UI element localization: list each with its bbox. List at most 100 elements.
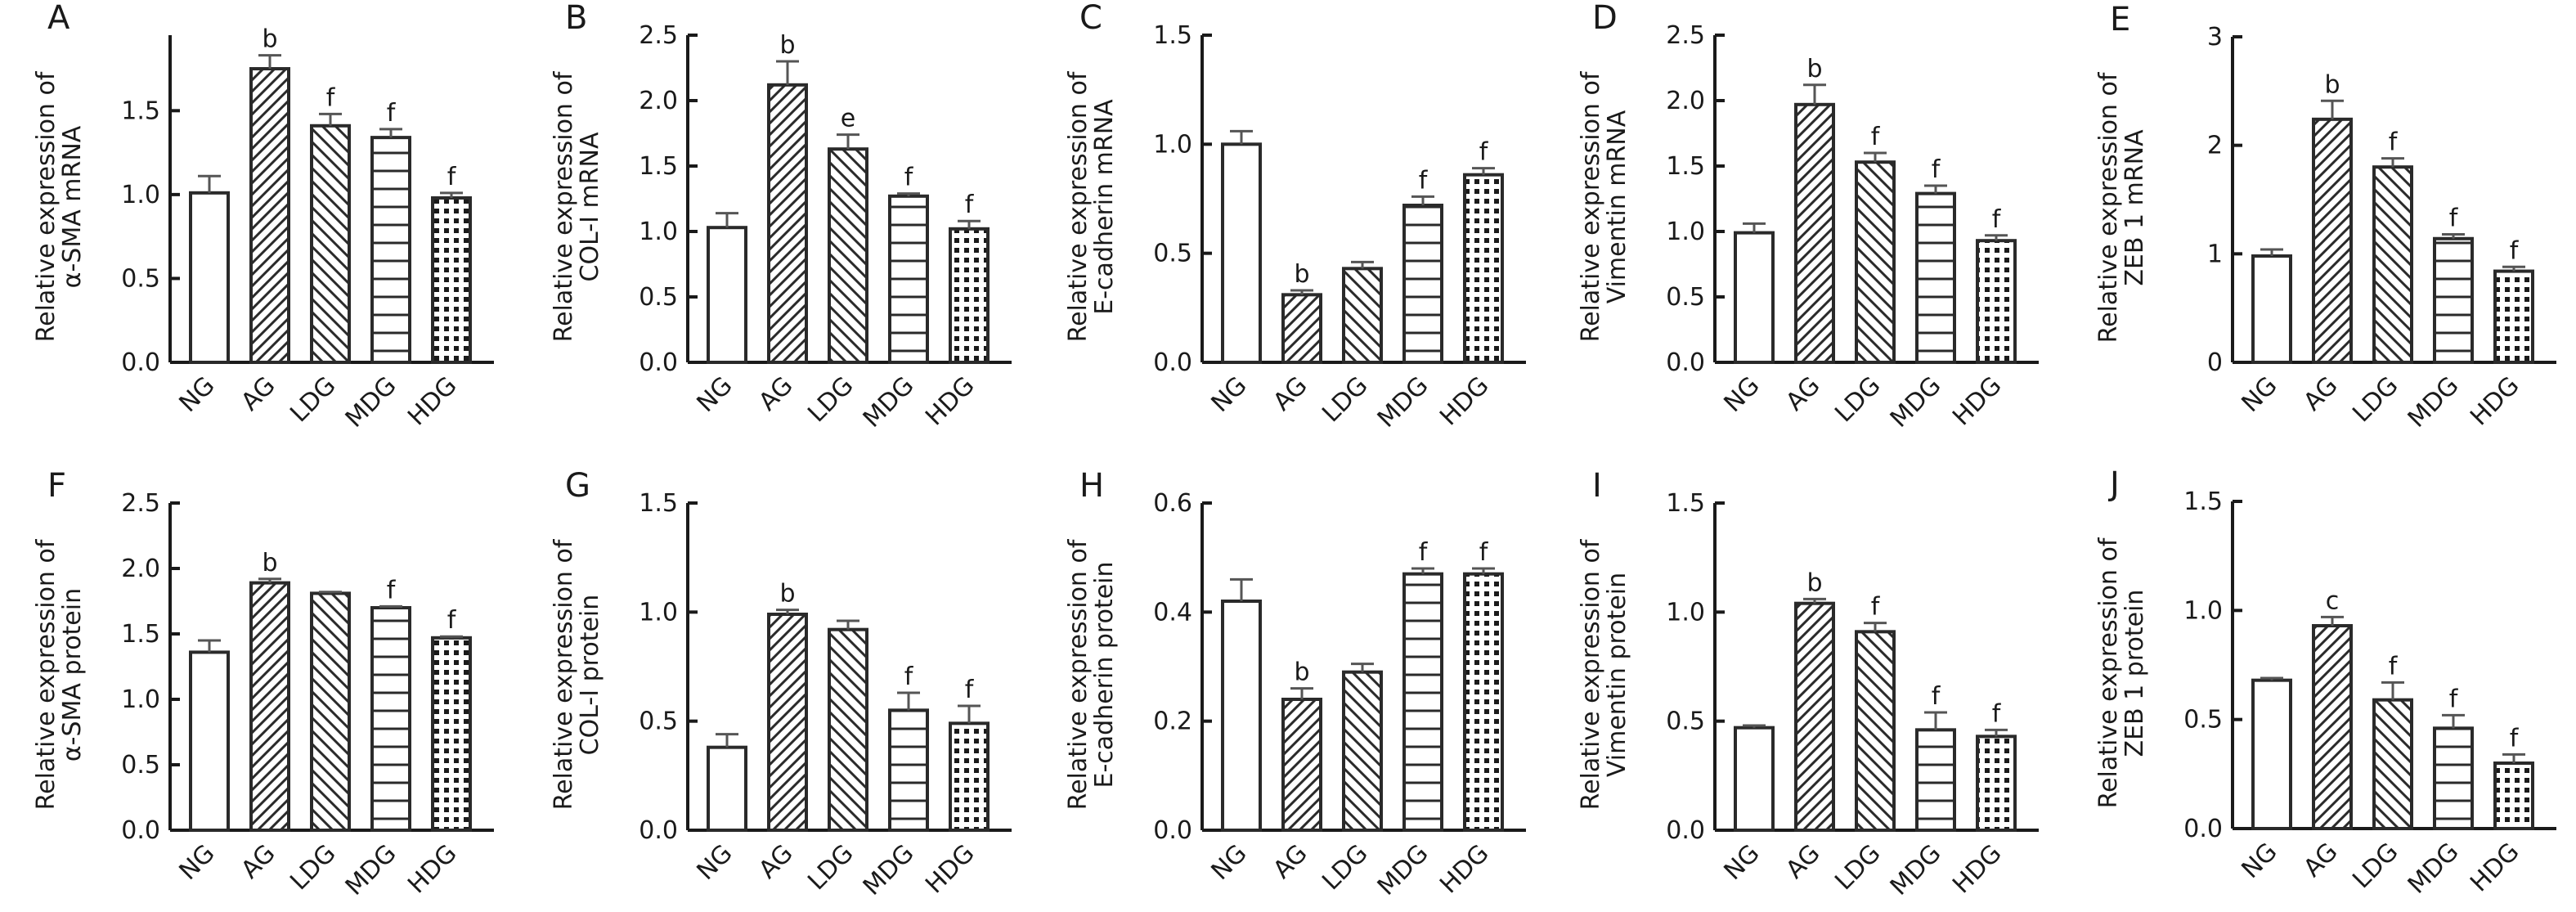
y-axis-title-line2: E-cadherin mRNA: [1090, 99, 1119, 315]
y-axis-title-line2: Vimentin protein: [1603, 573, 1631, 777]
bar-mdg: [1915, 191, 1956, 364]
y-axis-title-line1: Relative expression of: [1064, 70, 1093, 342]
x-tick-label: HDG: [1434, 839, 1494, 899]
bar-ag: [2312, 624, 2353, 830]
y-tick-label: 0.0: [121, 816, 160, 845]
x-tick-label: HDG: [2465, 838, 2524, 897]
bar-hdg: [2493, 269, 2534, 364]
y-axis-title-line1: Relative expression of: [2094, 71, 2123, 343]
bar-ag: [2312, 117, 2353, 364]
significance-label: f: [965, 676, 975, 704]
y-axis-title-line1: Relative expression of: [1577, 70, 1605, 342]
x-tick-label: NG: [2237, 371, 2283, 418]
significance-label: f: [387, 99, 397, 128]
y-tick-label: 2: [2207, 132, 2223, 160]
bar-mdg: [2433, 726, 2474, 830]
y-tick-label: 2.5: [639, 21, 678, 50]
chart-panel-h: H Relative expression ofE-cadherin protei…: [1064, 467, 1526, 901]
bar-ng: [707, 745, 747, 833]
y-tick-label: 0.0: [639, 348, 678, 377]
y-tick-label: 0.5: [2183, 706, 2223, 735]
y-axis-title-line1: Relative expression of: [1577, 538, 1605, 810]
bar-ldg: [310, 124, 351, 364]
bar-ag: [767, 83, 808, 365]
significance-label: f: [904, 663, 914, 691]
y-tick-label: 1.0: [1666, 598, 1705, 627]
bar-hdg: [1463, 572, 1504, 833]
y-axis-title-line1: Relative expression of: [2094, 537, 2123, 808]
x-tick-label: AG: [1268, 839, 1313, 884]
y-tick-label: 0.0: [1153, 816, 1192, 845]
bar-ldg: [2372, 165, 2413, 364]
panel-letter: J: [2107, 465, 2120, 503]
y-tick-label: 0.0: [1153, 348, 1192, 377]
y-tick-label: 1.5: [121, 97, 160, 125]
bar-hdg: [431, 636, 472, 832]
significance-label: f: [1419, 538, 1429, 567]
y-axis-title-line1: Relative expression of: [1064, 538, 1093, 810]
x-tick-label: MDG: [2403, 371, 2465, 434]
bar-hdg: [1976, 735, 2017, 832]
y-tick-label: 2.5: [121, 489, 160, 518]
significance-label: f: [447, 163, 457, 191]
x-tick-label: LDG: [285, 839, 341, 896]
x-tick-label: LDG: [1829, 371, 1886, 428]
significance-label: b: [262, 25, 277, 54]
bar-ag: [1794, 102, 1835, 365]
chart-panel-c: C Relative expression ofE-cadherin mRNA 0.…: [1064, 0, 1526, 434]
bar-ldg: [1342, 670, 1383, 833]
y-axis-title-line2: COL-I mRNA: [576, 132, 604, 281]
significance-label: b: [779, 580, 795, 609]
bar-ng: [2251, 678, 2292, 831]
x-tick-label: MDG: [858, 839, 920, 901]
bar-ng: [2251, 254, 2292, 364]
x-tick-label: LDG: [1317, 371, 1373, 428]
significance-label: f: [1871, 123, 1881, 151]
bar-hdg: [2493, 761, 2534, 830]
significance-label: b: [1294, 260, 1309, 289]
y-tick-label: 1.5: [639, 152, 678, 181]
y-tick-label: 1.5: [1666, 489, 1705, 518]
significance-label: f: [2510, 236, 2520, 265]
bar-mdg: [2433, 236, 2474, 365]
x-tick-label: LDG: [802, 839, 859, 896]
x-tick-label: AG: [2298, 371, 2343, 416]
significance-label: c: [2326, 586, 2340, 615]
x-tick-label: AG: [753, 839, 798, 884]
x-tick-label: NG: [1719, 839, 1766, 886]
significance-label: b: [2324, 70, 2340, 99]
bar-ag: [1794, 601, 1835, 833]
y-tick-label: 1.5: [1666, 152, 1705, 181]
panel-letter: F: [47, 467, 66, 505]
bar-mdg: [1402, 204, 1443, 364]
x-tick-label: HDG: [1434, 371, 1494, 431]
bar-mdg: [1402, 572, 1443, 833]
significance-label: b: [1806, 55, 1822, 83]
y-tick-label: 0.6: [1153, 489, 1192, 518]
significance-label: f: [1992, 205, 2002, 234]
x-tick-label: NG: [1206, 371, 1253, 418]
y-tick-label: 0.5: [1153, 240, 1192, 268]
x-tick-label: LDG: [802, 371, 859, 428]
x-tick-label: HDG: [920, 839, 980, 899]
significance-label: b: [1806, 568, 1822, 597]
y-tick-label: 0.5: [639, 708, 678, 736]
x-tick-label: MDG: [1885, 371, 1947, 434]
bar-mdg: [370, 606, 411, 832]
panel-letter: D: [1592, 0, 1618, 37]
x-tick-label: AG: [236, 839, 280, 884]
y-tick-label: 1.0: [2183, 596, 2223, 625]
y-axis-title-line1: Relative expression of: [32, 70, 61, 342]
y-tick-label: 0.0: [2183, 815, 2223, 843]
bar-ng: [1221, 142, 1262, 364]
y-axis-title-line1: Relative expression of: [32, 538, 61, 810]
y-axis-title-line1: Relative expression of: [550, 538, 578, 810]
y-axis-title-line2: ZEB 1 protein: [2120, 590, 2149, 757]
x-tick-label: HDG: [402, 371, 462, 431]
y-tick-label: 0.5: [1666, 283, 1705, 312]
bar-ldg: [828, 627, 868, 833]
bar-ag: [249, 67, 290, 365]
